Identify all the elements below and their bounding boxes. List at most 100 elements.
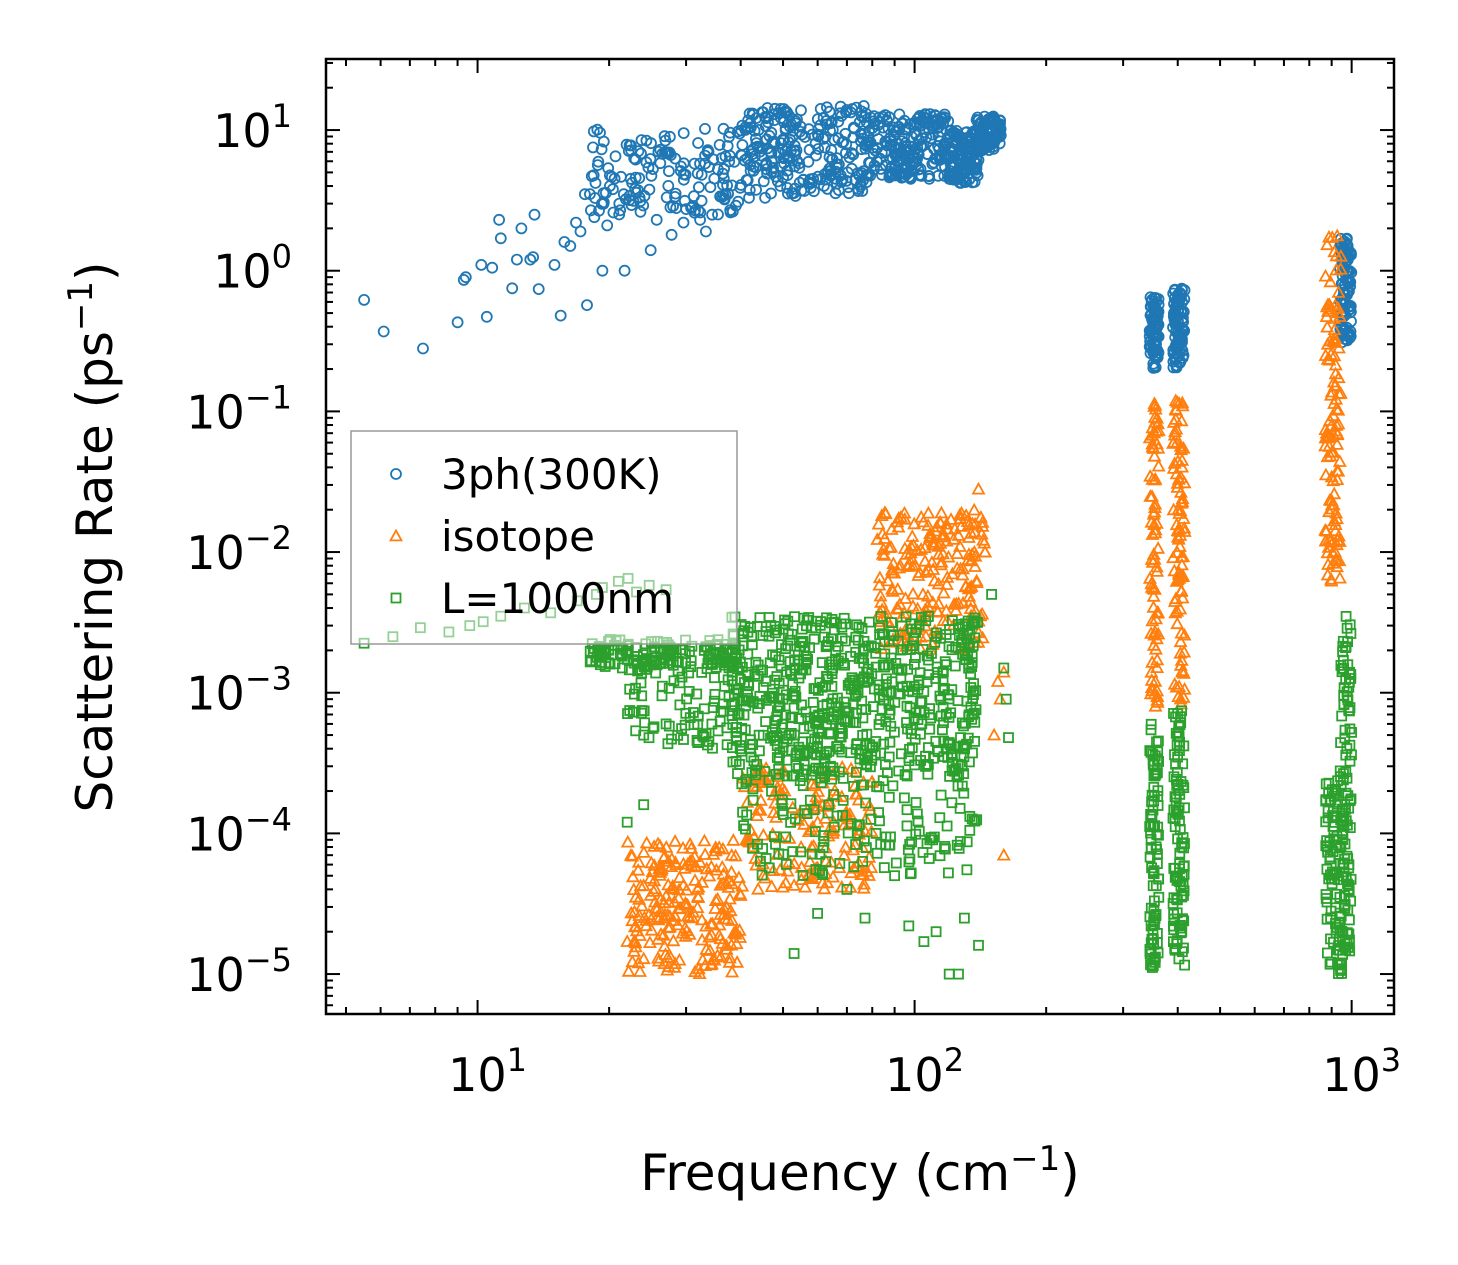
data-point <box>1168 393 1183 407</box>
data-point <box>940 708 952 720</box>
data-point <box>675 925 690 939</box>
data-point <box>763 612 775 623</box>
data-point <box>1144 680 1159 694</box>
data-point <box>888 121 900 134</box>
data-point <box>1175 711 1186 723</box>
data-point <box>494 232 507 245</box>
data-point <box>635 677 647 689</box>
data-point <box>1325 851 1336 863</box>
data-point <box>1150 605 1165 619</box>
data-point <box>726 670 738 682</box>
data-point <box>1151 844 1162 855</box>
data-point <box>657 680 668 692</box>
data-point <box>1342 819 1353 831</box>
data-point <box>811 718 822 730</box>
data-point <box>1145 718 1157 730</box>
data-point <box>856 880 871 894</box>
data-point <box>918 707 930 718</box>
data-point <box>840 635 851 647</box>
data-point <box>1149 895 1160 907</box>
data-point <box>1177 475 1192 489</box>
data-point <box>856 876 872 890</box>
data-point <box>1167 355 1180 368</box>
data-point <box>570 216 582 229</box>
data-point <box>709 689 721 700</box>
data-point <box>834 858 846 869</box>
data-point <box>828 789 839 800</box>
data-point <box>793 741 805 753</box>
data-point <box>739 724 751 736</box>
data-point <box>797 664 809 676</box>
data-point <box>737 640 748 652</box>
data-point <box>603 657 615 669</box>
data-point <box>1171 689 1186 702</box>
data-point <box>814 619 826 631</box>
data-point <box>1338 821 1350 832</box>
data-point <box>901 820 913 832</box>
data-point <box>735 878 750 892</box>
data-point <box>928 752 939 764</box>
data-point <box>946 532 961 545</box>
data-point <box>587 125 600 138</box>
data-point <box>652 861 667 874</box>
data-point <box>736 723 748 734</box>
data-point <box>625 869 640 883</box>
data-point <box>796 699 807 711</box>
data-point <box>899 769 911 780</box>
data-point <box>757 175 770 188</box>
data-point <box>856 623 868 634</box>
data-point <box>836 633 848 644</box>
data-point <box>771 711 783 723</box>
data-point <box>796 713 807 724</box>
data-point <box>749 669 761 680</box>
data-point <box>722 891 737 905</box>
data-point <box>668 956 683 969</box>
data-point <box>807 172 820 185</box>
data-point <box>1146 933 1158 945</box>
data-point <box>1333 248 1348 262</box>
data-point <box>847 148 860 161</box>
data-point <box>1171 739 1183 751</box>
data-point <box>898 150 911 163</box>
data-point <box>1340 766 1352 778</box>
tick-label-layer: 101 102 103 10−5 10−4 10−3 10−2 10−1 100 101 <box>186 97 1401 1102</box>
data-point <box>952 507 967 521</box>
data-point <box>693 855 708 868</box>
data-point <box>665 228 678 241</box>
data-point <box>987 727 1002 741</box>
data-point <box>706 208 718 221</box>
data-point <box>377 325 390 338</box>
data-point <box>451 316 464 329</box>
data-point <box>828 134 841 146</box>
data-point <box>794 860 809 873</box>
data-point <box>944 624 955 635</box>
data-point <box>968 815 980 827</box>
data-point <box>1343 880 1355 891</box>
data-point <box>799 804 810 816</box>
data-point <box>1171 472 1186 485</box>
data-point <box>975 116 987 129</box>
data-point <box>694 213 706 226</box>
data-point <box>860 176 873 189</box>
data-point <box>646 645 658 657</box>
data-point <box>835 722 846 733</box>
data-point <box>971 481 986 495</box>
data-point <box>939 516 954 530</box>
data-point <box>736 745 747 757</box>
data-point <box>658 130 671 143</box>
legend-label: L=1000nm <box>441 574 674 623</box>
data-point <box>692 736 704 748</box>
data-point <box>1341 938 1353 950</box>
data-point <box>1340 872 1352 884</box>
data-point <box>1318 467 1333 481</box>
data-point <box>812 130 825 143</box>
data-point <box>899 547 914 560</box>
data-point <box>663 165 675 178</box>
data-point <box>596 264 609 277</box>
data-point <box>1146 810 1157 821</box>
data-point <box>1334 924 1346 936</box>
data-point <box>751 881 766 895</box>
data-point <box>757 843 768 854</box>
data-point <box>1174 569 1190 583</box>
data-point <box>800 656 812 668</box>
